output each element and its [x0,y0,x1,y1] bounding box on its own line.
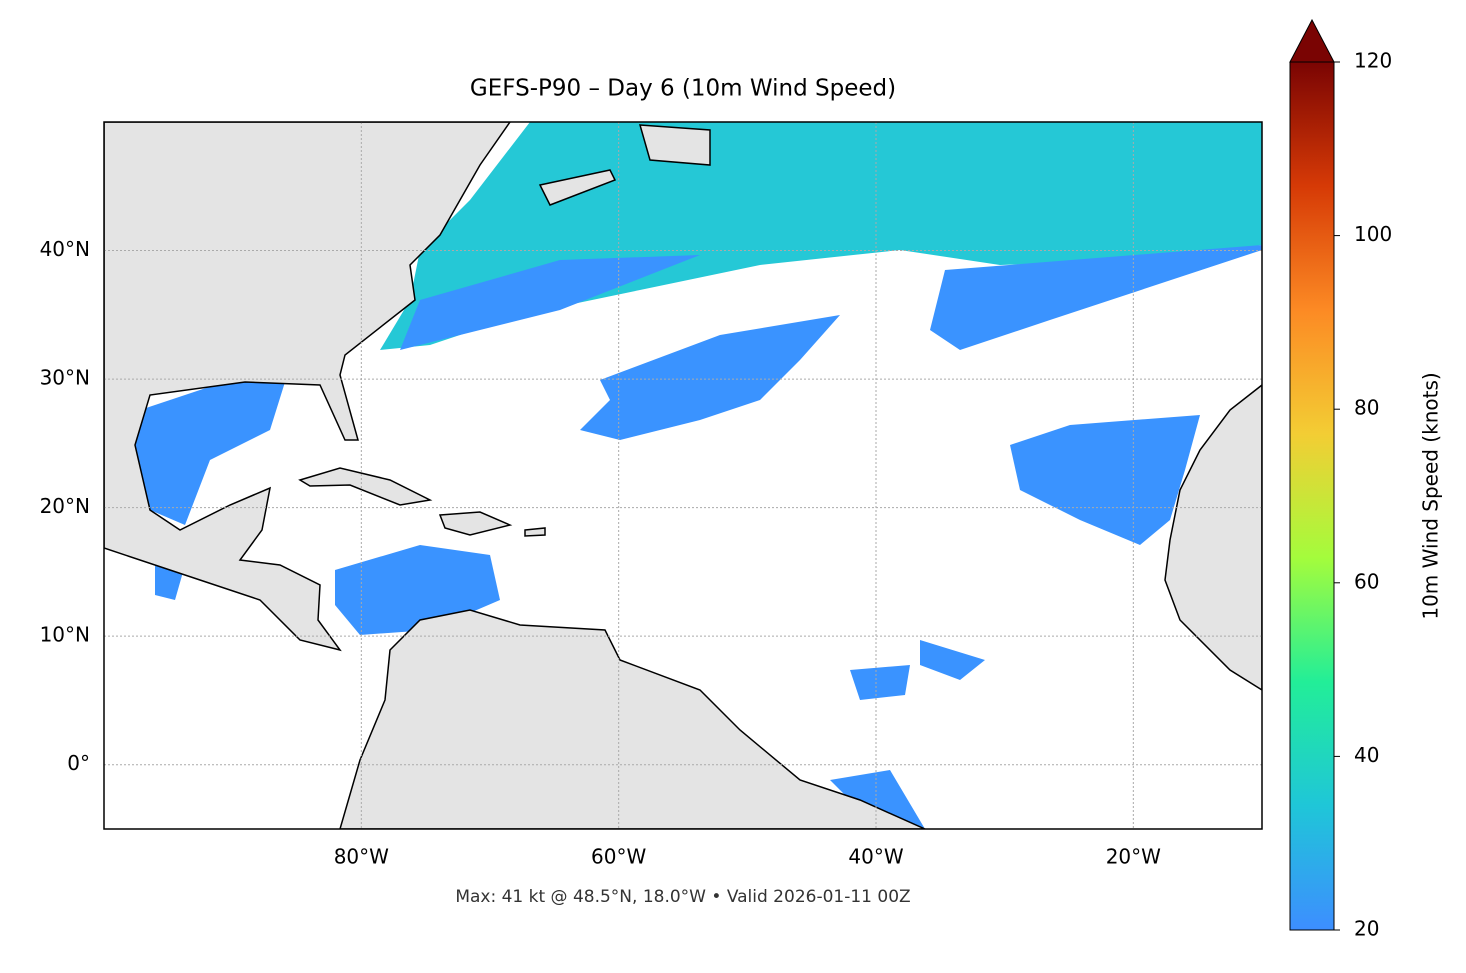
colorbar-tick-label: 20 [1354,917,1379,941]
y-tick-label: 0° [67,751,90,775]
x-tick-label: 80°W [334,845,389,869]
colorbar [1289,61,1335,931]
colorbar-tick-label: 80 [1354,396,1379,420]
chart-title: GEFS-P90 – Day 6 (10m Wind Speed) [470,76,896,102]
colorbar-tick-label: 120 [1354,49,1392,73]
map [104,122,1262,829]
colorbar-extend [1289,18,1335,63]
colorbar-tick-label: 60 [1354,569,1379,593]
y-tick-label: 30°N [40,366,90,390]
footnote: Max: 41 kt @ 48.5°N, 18.0°W • Valid 2026… [455,887,910,907]
x-tick-label: 40°W [848,845,903,869]
grid [104,122,1262,829]
x-tick-label: 60°W [591,845,646,869]
y-tick-label: 20°N [40,494,90,518]
colorbar-tick-label: 100 [1354,222,1392,246]
colorbar-label: 10m Wind Speed (knots) [1419,372,1443,619]
colorbar-tick-label: 40 [1354,743,1379,767]
plot-frame [103,121,1263,830]
x-tick-label: 20°W [1106,845,1161,869]
y-tick-label: 40°N [40,237,90,261]
y-tick-label: 10°N [40,623,90,647]
